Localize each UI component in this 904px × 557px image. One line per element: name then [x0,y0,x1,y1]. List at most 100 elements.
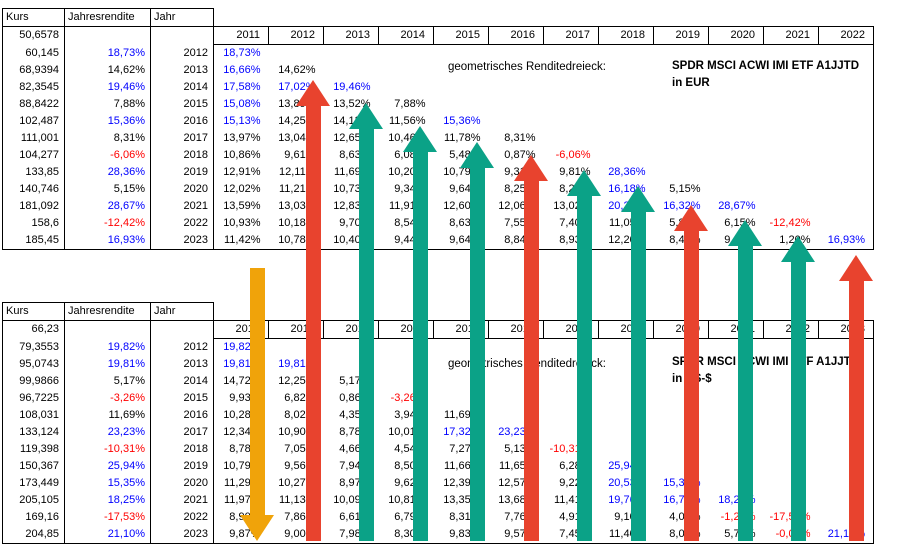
empty-cell[interactable] [64,320,151,339]
jahr-cell[interactable]: 2018 [150,147,214,164]
jahr-cell[interactable]: 2022 [150,215,214,232]
year-column-header[interactable]: 2013 [323,26,379,45]
empty-cell[interactable] [599,9,654,27]
empty-cell[interactable] [654,164,709,181]
return-cell[interactable]: 19,46% [333,81,371,93]
up-arrow-teal[interactable] [567,170,601,541]
jahr-cell[interactable]: 2012 [150,338,214,356]
empty-cell[interactable] [818,198,874,215]
jahresrendite-cell[interactable]: -3,26% [64,390,151,407]
up-arrow-teal[interactable] [781,236,815,541]
kurs-cell[interactable]: 158,6 [2,215,65,232]
empty-cell[interactable] [544,79,599,96]
jahresrendite-cell[interactable]: 5,17% [64,373,151,390]
return-cell[interactable]: 28,67% [718,200,756,212]
kurs-cell[interactable]: 99,9866 [2,373,65,390]
up-arrow-red[interactable] [296,80,330,541]
up-arrow-red[interactable] [839,255,873,541]
jahr-cell[interactable]: 2021 [150,198,214,215]
empty-cell[interactable] [818,147,874,164]
jahr-cell[interactable]: 2016 [150,407,214,424]
jahresrendite-cell[interactable]: 19,46% [64,79,151,96]
jahresrendite-cell[interactable]: 19,81% [64,356,151,373]
empty-cell[interactable] [654,96,709,113]
empty-cell[interactable] [64,26,151,45]
column-header-jahresrendite[interactable]: Jahresrendite [64,8,151,27]
empty-cell[interactable] [709,181,764,198]
empty-cell[interactable] [214,9,269,27]
kurs-cell[interactable]: 68,9394 [2,62,65,79]
year-column-header[interactable]: 2017 [543,26,599,45]
jahresrendite-cell[interactable]: -6,06% [64,147,151,164]
return-cell[interactable]: 17,58% [223,81,261,93]
empty-cell[interactable] [489,45,544,63]
empty-cell[interactable] [599,96,654,113]
empty-cell[interactable] [489,79,544,96]
empty-cell[interactable] [709,164,764,181]
return-cell[interactable]: 13,59% [223,200,261,212]
return-cell[interactable]: -6,06% [555,149,591,161]
jahr-cell[interactable]: 2019 [150,458,214,475]
empty-cell[interactable] [654,130,709,147]
kurs-cell[interactable]: 173,449 [2,475,65,492]
empty-cell[interactable] [709,79,764,96]
empty-cell[interactable] [379,45,434,63]
empty-cell[interactable] [324,9,379,27]
column-header-kurs[interactable]: Kurs [2,8,65,27]
year-column-header[interactable]: 2020 [708,26,764,45]
empty-cell[interactable] [379,9,434,27]
year-column-header[interactable]: 2015 [433,26,489,45]
return-cell[interactable]: 15,13% [223,115,261,127]
empty-cell[interactable] [379,79,434,96]
empty-cell[interactable] [324,45,379,63]
kurs-cell[interactable]: 88,8422 [2,96,65,113]
empty-cell[interactable] [544,96,599,113]
up-arrow-teal[interactable] [728,220,762,541]
return-cell[interactable]: 16,93% [818,232,874,250]
empty-cell[interactable] [599,79,654,96]
empty-cell[interactable] [818,215,874,232]
year-column-header[interactable]: 2016 [488,26,544,45]
up-arrow-red[interactable] [674,205,708,541]
jahresrendite-cell[interactable]: 14,62% [64,62,151,79]
kurs-cell[interactable]: 96,7225 [2,390,65,407]
jahresrendite-cell[interactable]: 28,36% [64,164,151,181]
return-cell[interactable]: 15,36% [443,115,481,127]
kurs-cell[interactable]: 60,145 [2,44,65,62]
jahr-cell[interactable]: 2017 [150,424,214,441]
return-cell[interactable]: 14,62% [278,64,316,76]
empty-cell[interactable] [764,113,819,130]
jahresrendite-cell[interactable]: 7,88% [64,96,151,113]
jahr-cell[interactable]: 2015 [150,390,214,407]
jahr-cell[interactable]: 2020 [150,475,214,492]
jahresrendite-cell[interactable]: 8,31% [64,130,151,147]
empty-cell[interactable] [434,45,489,63]
up-arrow-teal[interactable] [349,103,383,541]
jahresrendite-cell[interactable]: 11,69% [64,407,151,424]
empty-cell[interactable] [269,9,324,27]
jahresrendite-cell[interactable]: 19,82% [64,338,151,356]
kurs-cell[interactable]: 204,85 [2,526,65,544]
empty-cell[interactable] [818,96,874,113]
empty-cell[interactable] [599,62,654,79]
return-cell[interactable]: 16,66% [223,64,261,76]
empty-cell[interactable] [489,96,544,113]
empty-cell[interactable] [544,130,599,147]
empty-cell[interactable] [709,9,764,27]
year-column-header[interactable]: 2021 [763,26,819,45]
return-cell[interactable]: 18,73% [223,47,261,59]
jahr-cell[interactable]: 2022 [150,509,214,526]
empty-cell[interactable] [709,113,764,130]
up-arrow-teal[interactable] [460,142,494,541]
empty-cell[interactable] [764,181,819,198]
column-header-kurs[interactable]: Kurs [2,302,65,321]
kurs-cell[interactable]: 181,092 [2,198,65,215]
kurs-cell[interactable]: 169,16 [2,509,65,526]
empty-cell[interactable] [818,79,874,96]
empty-cell[interactable] [489,113,544,130]
jahr-cell[interactable]: 2012 [150,44,214,62]
return-cell[interactable]: 11,78% [444,132,481,144]
jahr-cell[interactable]: 2016 [150,113,214,130]
empty-cell[interactable] [489,9,544,27]
year-column-header[interactable]: 2014 [378,26,434,45]
